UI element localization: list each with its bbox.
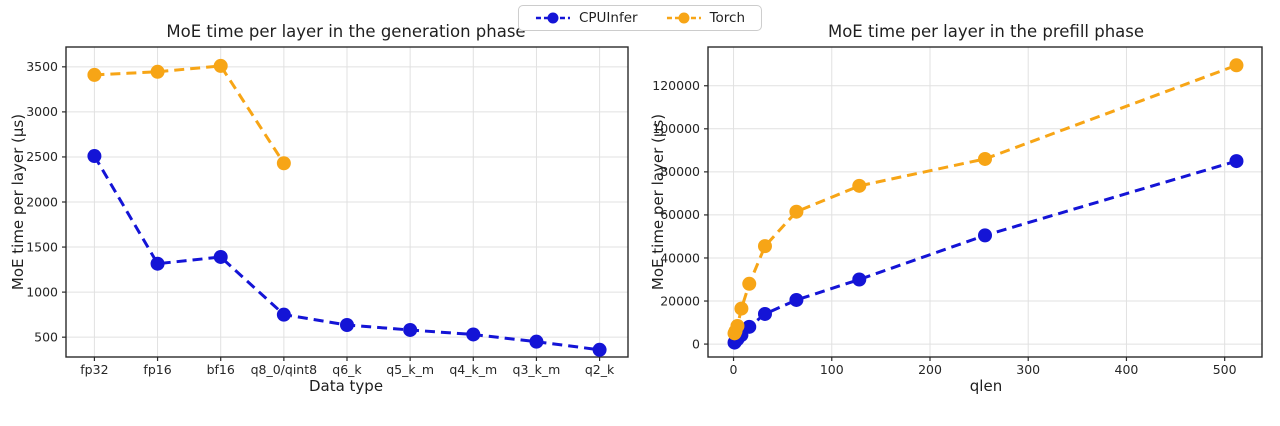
- y-tick-label: 1500: [26, 239, 58, 254]
- x-tick-label: q3_k_m: [513, 362, 561, 377]
- data-point-torch: [730, 319, 745, 333]
- legend: CPUInfer Torch: [517, 5, 763, 31]
- data-point-torch: [276, 156, 291, 171]
- data-point-cpuinfer: [742, 319, 757, 334]
- data-point-torch: [734, 301, 749, 316]
- x-tick-label: 0: [730, 362, 738, 377]
- x-tick-label: 500: [1213, 362, 1237, 377]
- x-tick-label: 200: [918, 362, 942, 377]
- prefill-phase-plot: 0 20000 40000 60000 80000 100000 120000 0 100 200…: [652, 46, 1263, 377]
- x-tick-label: 100: [820, 362, 844, 377]
- cpuinfer-marker-icon: [535, 12, 570, 24]
- x-tick-label: q8_0/qint8: [251, 362, 318, 377]
- y-tick-label: 100000: [652, 121, 700, 136]
- data-point-torch: [789, 204, 804, 219]
- y-tick-label: 3000: [26, 104, 58, 119]
- x-axis-label-prefill: qlen: [969, 377, 1003, 395]
- data-point-torch: [852, 178, 867, 193]
- data-point-torch: [1229, 58, 1244, 73]
- data-point-cpuinfer: [466, 327, 481, 342]
- legend-label-torch: Torch: [709, 10, 746, 26]
- data-point-torch: [757, 239, 772, 254]
- chart-title-prefill: MoE time per layer in the prefill phase: [827, 22, 1145, 41]
- x-tick-label: q5_k_m: [386, 362, 434, 377]
- x-tick-label: fp16: [143, 362, 171, 377]
- data-point-cpuinfer: [592, 342, 607, 357]
- x-tick-label: fp32: [80, 362, 108, 377]
- x-tick-label: q2_k: [585, 362, 615, 377]
- y-tick-label: 60000: [660, 207, 700, 222]
- x-tick-label: q6_k: [332, 362, 362, 377]
- prefill-phase-chart: MoE time per layer in the prefill phase …: [640, 0, 1280, 426]
- data-point-cpuinfer: [150, 256, 165, 271]
- data-point-cpuinfer: [978, 228, 992, 243]
- y-tick-label: 1000: [26, 284, 58, 299]
- y-tick-label: 40000: [660, 250, 700, 265]
- data-point-torch: [978, 151, 992, 166]
- x-axis-label-generation: Data type: [308, 377, 384, 395]
- y-tick-label: 3500: [26, 59, 58, 74]
- data-point-cpuinfer: [87, 149, 102, 164]
- series-line-torch: [94, 64, 286, 165]
- legend-label-cpuinfer: CPUInfer: [578, 10, 638, 26]
- data-point-cpuinfer: [213, 249, 228, 264]
- data-point-cpuinfer: [340, 318, 354, 333]
- data-point-torch: [213, 58, 228, 73]
- data-point-cpuinfer: [529, 334, 544, 349]
- y-tick-label: 80000: [660, 164, 700, 179]
- data-point-cpuinfer: [403, 322, 418, 337]
- y-tick-label: 2500: [26, 149, 58, 164]
- data-point-cpuinfer: [757, 306, 772, 321]
- y-tick-label: 120000: [652, 78, 700, 93]
- data-point-cpuinfer: [852, 272, 867, 287]
- legend-item-cpuinfer: CPUInfer: [535, 10, 638, 26]
- y-tick-label: 500: [34, 329, 58, 344]
- legend-item-torch: Torch: [666, 10, 745, 26]
- data-point-torch: [150, 64, 165, 79]
- x-tick-label: 400: [1115, 362, 1139, 377]
- plot-background: [708, 47, 1262, 357]
- x-tick-label: q4_k_m: [449, 362, 497, 377]
- data-point-cpuinfer: [789, 292, 804, 307]
- y-tick-label: 2000: [26, 194, 58, 209]
- torch-marker-icon: [666, 12, 701, 24]
- data-point-torch: [87, 67, 102, 82]
- y-tick-label: 0: [692, 336, 700, 351]
- chart-title-generation: MoE time per layer in the generation pha…: [166, 22, 526, 41]
- y-tick-label: 20000: [660, 293, 700, 308]
- data-point-cpuinfer: [276, 307, 291, 322]
- axes-spine: [707, 46, 1263, 358]
- x-tick-label: bf16: [207, 362, 235, 377]
- generation-phase-chart: MoE time per layer in the generation pha…: [9, 22, 629, 395]
- generation-phase-plot: 500 1000 1500 2000 2500 3000 3500 fp32 fp16 bf16 q…: [26, 46, 629, 377]
- data-point-cpuinfer: [1229, 154, 1244, 169]
- x-tick-label: 300: [1016, 362, 1040, 377]
- data-point-torch: [742, 276, 757, 291]
